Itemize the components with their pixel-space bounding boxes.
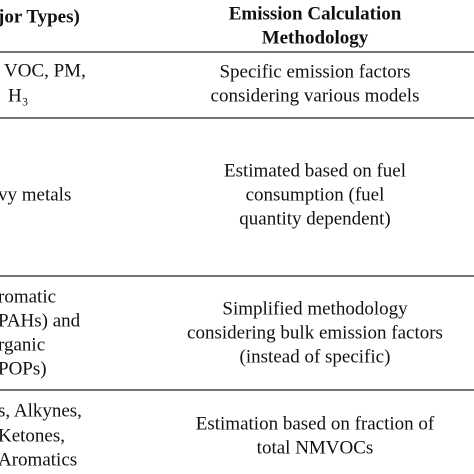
- header-cell: Methodology: [262, 27, 369, 48]
- cell-text: VOC, PM,: [4, 60, 86, 81]
- cell-text: vy metals: [0, 184, 71, 205]
- cell-text: rganic: [0, 334, 45, 355]
- cell-text: H₃: [8, 85, 28, 106]
- cell-text: s, Alkynes,: [0, 400, 82, 421]
- cell-text: Simplified methodology: [222, 298, 408, 319]
- cell-text: Estimation based on fraction of: [196, 413, 435, 434]
- cell-text: Ketones,: [0, 425, 65, 446]
- cell-text: considering bulk emission factors: [187, 322, 443, 343]
- cell-text: PAHs) and: [0, 310, 81, 331]
- cell-text: total NMVOCs: [257, 437, 374, 458]
- header-cell: Emission Calculation: [229, 3, 402, 24]
- cell-text: Estimated based on fuel: [224, 160, 406, 181]
- cell-text: quantity dependent): [239, 208, 390, 229]
- cell-text: POPs): [0, 358, 47, 379]
- cell-text: Aromatics: [0, 449, 77, 470]
- header-cell: jor Types): [0, 6, 80, 27]
- cell-text: Specific emission factors: [219, 61, 410, 82]
- cell-text: romatic: [0, 286, 56, 307]
- cell-text: (instead of specific): [240, 346, 391, 367]
- cell-text: consumption (fuel: [246, 184, 385, 205]
- cell-text: considering various models: [211, 85, 420, 106]
